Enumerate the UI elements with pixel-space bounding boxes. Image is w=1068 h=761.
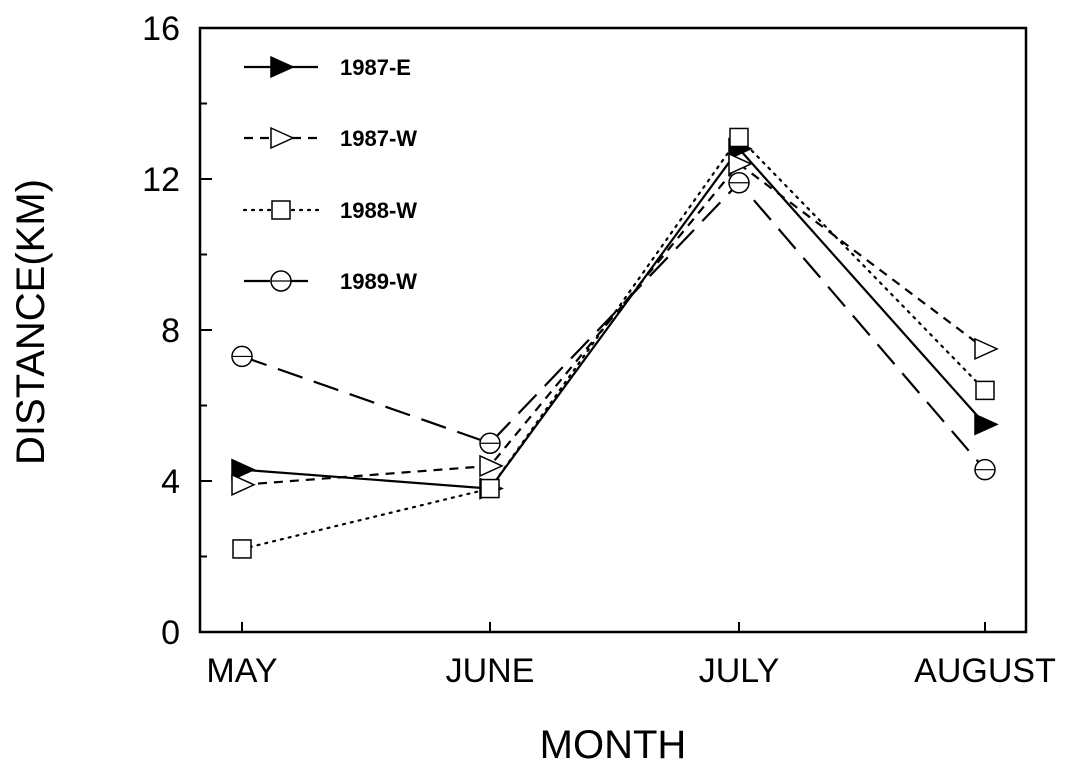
legend-item: 1987-W bbox=[244, 126, 417, 151]
data-point bbox=[479, 454, 504, 478]
data-point bbox=[728, 172, 750, 194]
data-point bbox=[231, 458, 256, 481]
y-tick-label: 16 bbox=[142, 10, 180, 48]
x-axis: MAY JUNE JULY AUGUST bbox=[206, 622, 1056, 690]
x-tick-label: MAY bbox=[206, 652, 277, 690]
legend-marker bbox=[270, 126, 295, 150]
data-point bbox=[479, 432, 501, 454]
data-point bbox=[975, 380, 995, 401]
legend-label: 1989-W bbox=[340, 269, 417, 294]
data-point bbox=[729, 127, 749, 148]
data-point bbox=[974, 337, 999, 361]
series-1987-E bbox=[231, 137, 999, 500]
data-point bbox=[728, 152, 753, 176]
data-point bbox=[974, 413, 999, 436]
x-axis-title: MONTH bbox=[540, 723, 687, 761]
y-tick-label: 8 bbox=[161, 312, 180, 350]
legend-item: 1987-E bbox=[244, 55, 411, 80]
data-point bbox=[231, 345, 253, 368]
legend-marker bbox=[271, 200, 291, 220]
series-1987-W bbox=[231, 152, 999, 496]
legend-label: 1987-W bbox=[340, 126, 417, 151]
y-tick-label: 4 bbox=[161, 463, 180, 501]
legend-marker bbox=[270, 55, 295, 79]
x-tick-label: JULY bbox=[699, 652, 780, 690]
legend-label: 1988-W bbox=[340, 198, 417, 223]
data-point bbox=[231, 473, 256, 496]
data-point bbox=[480, 478, 500, 499]
series-line bbox=[241, 147, 986, 490]
data-point bbox=[232, 539, 252, 559]
x-tick-label: AUGUST bbox=[914, 652, 1056, 690]
y-tick-label: 0 bbox=[161, 614, 180, 652]
data-point bbox=[974, 458, 996, 481]
y-tick-label: 12 bbox=[142, 161, 180, 199]
legend-marker bbox=[270, 270, 292, 292]
series-1989-W bbox=[231, 172, 996, 481]
x-tick-label: JUNE bbox=[446, 652, 535, 690]
legend-label: 1987-E bbox=[340, 55, 411, 80]
series-line bbox=[240, 135, 987, 551]
legend-item: 1989-W bbox=[244, 269, 417, 294]
y-axis-title: DISTANCE(KM) bbox=[9, 179, 53, 465]
series-1988-W bbox=[232, 127, 995, 559]
series-layer bbox=[231, 127, 999, 559]
series-line bbox=[241, 181, 986, 471]
legend: 1987-E 1987-W 1988-W 1989-W bbox=[242, 55, 417, 294]
y-axis: 0 4 8 12 16 bbox=[142, 10, 212, 652]
legend-item: 1988-W bbox=[242, 198, 417, 223]
